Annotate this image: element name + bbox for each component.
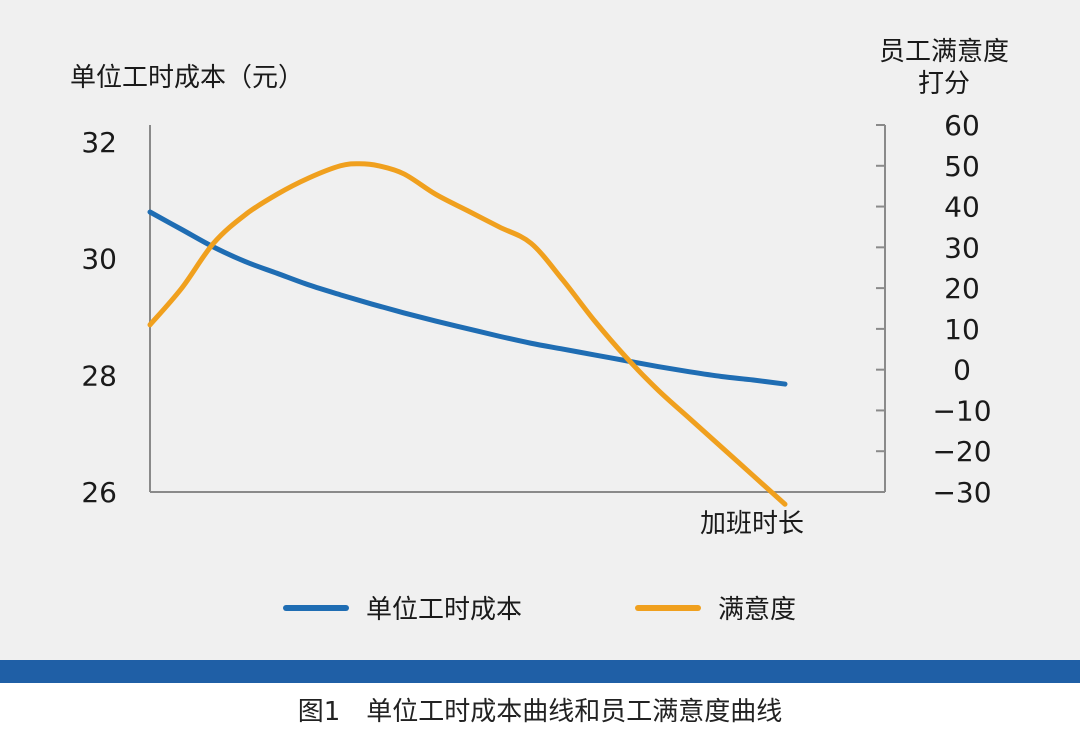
right-tick-label: 10 (944, 313, 980, 346)
series-line-satisfaction (147, 161, 788, 507)
left-tick-label: 28 (81, 359, 117, 392)
x-axis-label: 加班时长 (700, 509, 804, 539)
series-layer (147, 161, 788, 507)
right-tick-label: 0 (953, 354, 971, 387)
right-tick-label: −30 (932, 476, 991, 509)
right-y-axis-label: 打分 (918, 69, 970, 99)
legend-layer: 单位工时成本 满意度 (283, 595, 796, 625)
left-tick-label: 30 (81, 243, 117, 276)
legend-label-cost: 单位工时成本 (366, 595, 522, 625)
figure-caption: 图1 单位工时成本曲线和员工满意度曲线 (297, 696, 783, 727)
divider-stripe (0, 660, 1080, 683)
right-tick-label: −20 (932, 435, 991, 468)
axes-layer (149, 124, 886, 493)
labels-layer: 26 28 30 32 60 50 40 30 20 10 0 −10 −20 −30 单位工时成本（元） 员… (70, 37, 1009, 539)
right-tick-label: −10 (932, 394, 991, 427)
right-tick-label: 50 (944, 150, 980, 183)
right-tick-label: 60 (944, 109, 980, 142)
left-y-axis-label: 单位工时成本（元） (70, 63, 304, 93)
left-tick-label: 32 (81, 126, 117, 159)
right-tick-label: 30 (944, 231, 980, 264)
right-y-axis-label: 员工满意度 (879, 37, 1009, 67)
right-tick-label: 40 (944, 191, 980, 224)
chart-panel: 26 28 30 32 60 50 40 30 20 10 0 −10 −20 −30 单位工时成本（元） 员… (0, 0, 1080, 660)
line-chart: 26 28 30 32 60 50 40 30 20 10 0 −10 −20 −30 单位工时成本（元） 员… (70, 37, 1009, 625)
legend-label-satisfaction: 满意度 (718, 595, 796, 625)
series-line-cost (147, 209, 788, 387)
left-tick-label: 26 (81, 476, 117, 509)
right-tick-label: 20 (944, 272, 980, 305)
